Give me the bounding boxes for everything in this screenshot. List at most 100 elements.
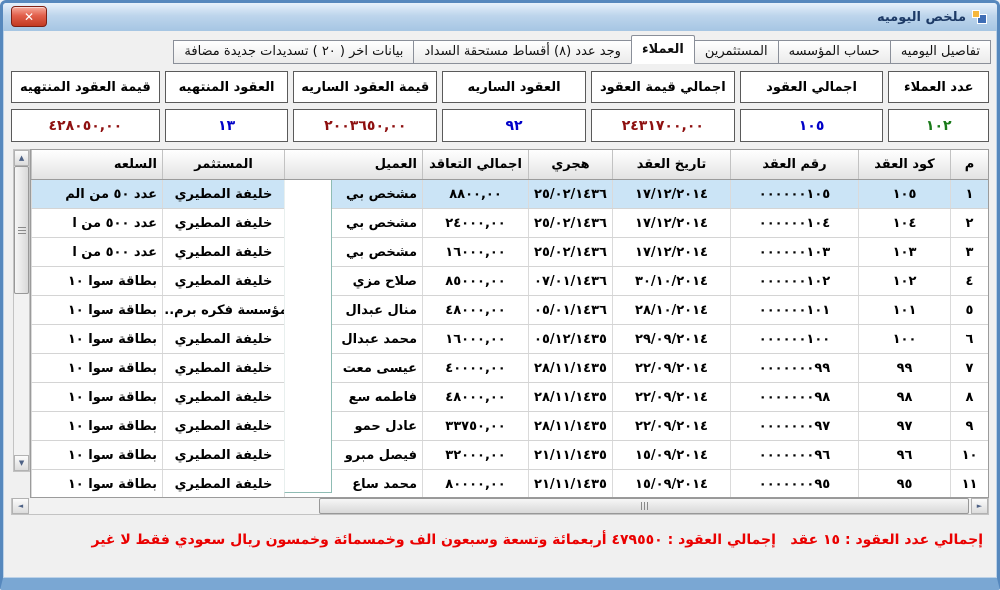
- window-title-group: ملخص اليوميه: [877, 10, 987, 25]
- scroll-right-icon: ►: [976, 502, 983, 510]
- table-row[interactable]: ٤ ١٠٢ ٠٠٠٠٠٠١٠٢ ٣٠/١٠/٢٠١٤ ٠٧/٠١/١٤٣٦ ٨٥٠٠٠,٠…: [31, 267, 988, 296]
- tab-4[interactable]: العملاء: [630, 35, 695, 64]
- table-cell: ٣٣٧٥٠,٠٠: [422, 412, 528, 440]
- table-cell: ٨٥٠٠٠,٠٠: [422, 267, 528, 295]
- summary-value: ١٠٢: [888, 109, 989, 142]
- column-header: العميل: [284, 150, 422, 179]
- tab-2[interactable]: حساب المؤسسه: [777, 40, 891, 64]
- table-cell: خليفة المطيري: [162, 354, 284, 382]
- table-cell: ٢٢/٠٩/٢٠١٤: [612, 412, 730, 440]
- table-cell: عدد ٥٠٠ من ا: [31, 209, 162, 237]
- table-cell: ١٥/٠٩/٢٠١٤: [612, 441, 730, 469]
- vertical-scrollbar-track[interactable]: [14, 294, 29, 455]
- table-cell: عدد ٥٠ من الم: [31, 180, 162, 208]
- tab-5[interactable]: وجد عدد (٨) أقساط مستحقة السداد: [413, 40, 632, 64]
- column-header: المستثمر: [162, 150, 284, 179]
- table-cell: ٢٨/١١/١٤٣٥: [528, 354, 612, 382]
- table-cell: ٢٨/١١/١٤٣٥: [528, 383, 612, 411]
- table-cell: ١٠٥: [858, 180, 950, 208]
- table-cell: ٢٥/٠٢/١٤٣٦: [528, 180, 612, 208]
- tab-3[interactable]: المستثمرين: [693, 40, 779, 64]
- summary-label: العقود المنتهيه: [164, 71, 289, 103]
- table-cell: مؤسسة فكره برم...: [162, 296, 284, 324]
- table-row[interactable]: ٩ ٩٧ ٠٠٠٠٠٠٠٩٧ ٢٢/٠٩/٢٠١٤ ٢٨/١١/١٤٣٥ ٣٣٧٥٠,٠٠…: [31, 412, 988, 441]
- table-cell: عدد ٥٠٠ من ا: [31, 238, 162, 266]
- table-cell: ٠٧/٠١/١٤٣٦: [528, 267, 612, 295]
- scroll-right-button[interactable]: ►: [971, 498, 988, 514]
- tab-strip: تفاصيل اليوميه حساب المؤسسه المستثمرين العم…: [3, 31, 997, 64]
- table-cell: ٣٢٠٠٠,٠٠: [422, 441, 528, 469]
- summary-value: ٤٢٨٠٥٠,٠٠: [10, 109, 160, 142]
- table-header-row: م كود العقد رقم العقد تاريخ العقد هجري اجمالي…: [31, 150, 988, 180]
- vertical-scrollbar-thumb[interactable]: [14, 166, 29, 294]
- table-row[interactable]: ٢ ١٠٤ ٠٠٠٠٠٠١٠٤ ١٧/١٢/٢٠١٤ ٢٥/٠٢/١٤٣٦ ٢٤٠٠٠,٠…: [31, 209, 988, 238]
- table-cell: ٢٨/١٠/٢٠١٤: [612, 296, 730, 324]
- horizontal-scrollbar-thumb[interactable]: [319, 498, 969, 514]
- table-cell: ٠٠٠٠٠٠١٠٠: [730, 325, 858, 353]
- summary-value: ٢٠٠٣٦٥٠,٠٠: [293, 109, 438, 142]
- column-header: رقم العقد: [730, 150, 858, 179]
- table-cell: ٢٤٠٠٠,٠٠: [422, 209, 528, 237]
- table-row[interactable]: ١١ ٩٥ ٠٠٠٠٠٠٠٩٥ ١٥/٠٩/٢٠١٤ ٢١/١١/١٤٣٥ ٨٠٠٠٠,٠…: [31, 470, 988, 497]
- contracts-grid-area: م كود العقد رقم العقد تاريخ العقد هجري اجمالي…: [11, 149, 989, 498]
- table-cell: ٧: [950, 354, 988, 382]
- table-cell: ٨: [950, 383, 988, 411]
- tab-1[interactable]: تفاصيل اليوميه: [889, 40, 991, 64]
- horizontal-scrollbar-track[interactable]: [29, 498, 971, 514]
- horizontal-scrollbar[interactable]: ◄ ►: [11, 498, 989, 515]
- redaction-overlay: [284, 180, 332, 493]
- summary-label: اجمالي قيمة العقود: [590, 71, 735, 103]
- table-cell: خليفة المطيري: [162, 180, 284, 208]
- table-cell: خليفة المطيري: [162, 441, 284, 469]
- table-cell: ٩٥: [858, 470, 950, 497]
- scroll-left-button[interactable]: ◄: [12, 498, 29, 514]
- summary-box: اجمالي العقود ١٠٥: [739, 71, 884, 142]
- table-cell: ٠٥/٠١/١٤٣٦: [528, 296, 612, 324]
- scrollbar-grip-icon: [643, 502, 645, 510]
- summary-value: ١٣: [164, 109, 289, 142]
- table-cell: ٦: [950, 325, 988, 353]
- table-cell: ٢١/١١/١٤٣٥: [528, 470, 612, 497]
- table-body: ١ ١٠٥ ٠٠٠٠٠٠١٠٥ ١٧/١٢/٢٠١٤ ٢٥/٠٢/١٤٣٦ ٨٨٠٠,٠٠…: [31, 180, 988, 497]
- table-cell: ٠٠٠٠٠٠٠٩٥: [730, 470, 858, 497]
- table-row[interactable]: ٧ ٩٩ ٠٠٠٠٠٠٠٩٩ ٢٢/٠٩/٢٠١٤ ٢٨/١١/١٤٣٥ ٤٠٠٠٠,٠٠…: [31, 354, 988, 383]
- table-row[interactable]: ٦ ١٠٠ ٠٠٠٠٠٠١٠٠ ٢٩/٠٩/٢٠١٤ ٠٥/١٢/١٤٣٥ ١٦٠٠٠,٠…: [31, 325, 988, 354]
- summary-row: عدد العملاء ١٠٢ اجمالي العقود ١٠٥ اجمالي قيم…: [3, 64, 997, 142]
- summary-box: عدد العملاء ١٠٢: [888, 71, 989, 142]
- table-row[interactable]: ١٠ ٩٦ ٠٠٠٠٠٠٠٩٦ ١٥/٠٩/٢٠١٤ ٢١/١١/١٤٣٥ ٣٢٠٠٠,٠…: [31, 441, 988, 470]
- table-row[interactable]: ٥ ١٠١ ٠٠٠٠٠٠١٠١ ٢٨/١٠/٢٠١٤ ٠٥/٠١/١٤٣٦ ٤٨٠٠٠,٠…: [31, 296, 988, 325]
- table-cell: بطاقة سوا ١٠: [31, 470, 162, 497]
- table-cell: خليفة المطيري: [162, 209, 284, 237]
- table-cell: ٨٨٠٠,٠٠: [422, 180, 528, 208]
- tab-6[interactable]: بيانات اخر ( ٢٠ ) تسديدات جديدة مضافة: [173, 40, 415, 64]
- table-cell: خليفة المطيري: [162, 325, 284, 353]
- table-row[interactable]: ٣ ١٠٣ ٠٠٠٠٠٠١٠٣ ١٧/١٢/٢٠١٤ ٢٥/٠٢/١٤٣٦ ١٦٠٠٠,٠…: [31, 238, 988, 267]
- table-cell: ٢: [950, 209, 988, 237]
- table-cell: ١١: [950, 470, 988, 497]
- totals-footer: إجمالي عدد العقود : ١٥ عقد إجمالي العقود…: [3, 532, 997, 548]
- table-cell: ١٥/٠٩/٢٠١٤: [612, 470, 730, 497]
- table-cell: ٢٢/٠٩/٢٠١٤: [612, 383, 730, 411]
- summary-box: العقود الساريه ٩٢: [442, 71, 586, 142]
- scroll-down-button[interactable]: ▼: [14, 455, 29, 471]
- table-cell: ٠٠٠٠٠٠١٠٥: [730, 180, 858, 208]
- table-row[interactable]: ٨ ٩٨ ٠٠٠٠٠٠٠٩٨ ٢٢/٠٩/٢٠١٤ ٢٨/١١/١٤٣٥ ٤٨٠٠٠,٠٠…: [31, 383, 988, 412]
- column-header: هجري: [528, 150, 612, 179]
- scroll-up-button[interactable]: ▲: [14, 150, 29, 166]
- vertical-scrollbar[interactable]: ▲ ▼: [13, 149, 30, 472]
- table-cell: ٠٥/١٢/١٤٣٥: [528, 325, 612, 353]
- table-cell: خليفة المطيري: [162, 383, 284, 411]
- window-title: ملخص اليوميه: [876, 9, 966, 25]
- table-cell: ٠٠٠٠٠٠٠٩٩: [730, 354, 858, 382]
- table-cell: ١٠٤: [858, 209, 950, 237]
- table-cell: ٣: [950, 238, 988, 266]
- table-cell: ١٧/١٢/٢٠١٤: [612, 238, 730, 266]
- table-cell: بطاقة سوا ١٠: [31, 325, 162, 353]
- summary-box: قيمة العقود المنتهيه ٤٢٨٠٥٠,٠٠: [10, 71, 160, 142]
- table-cell: ٢٩/٠٩/٢٠١٤: [612, 325, 730, 353]
- table-cell: ٠٠٠٠٠٠٠٩٦: [730, 441, 858, 469]
- table-cell: ٩٩: [858, 354, 950, 382]
- close-button[interactable]: ✕: [11, 6, 47, 27]
- table-cell: ١٦٠٠٠,٠٠: [422, 238, 528, 266]
- table-row[interactable]: ١ ١٠٥ ٠٠٠٠٠٠١٠٥ ١٧/١٢/٢٠١٤ ٢٥/٠٢/١٤٣٦ ٨٨٠٠,٠٠…: [31, 180, 988, 209]
